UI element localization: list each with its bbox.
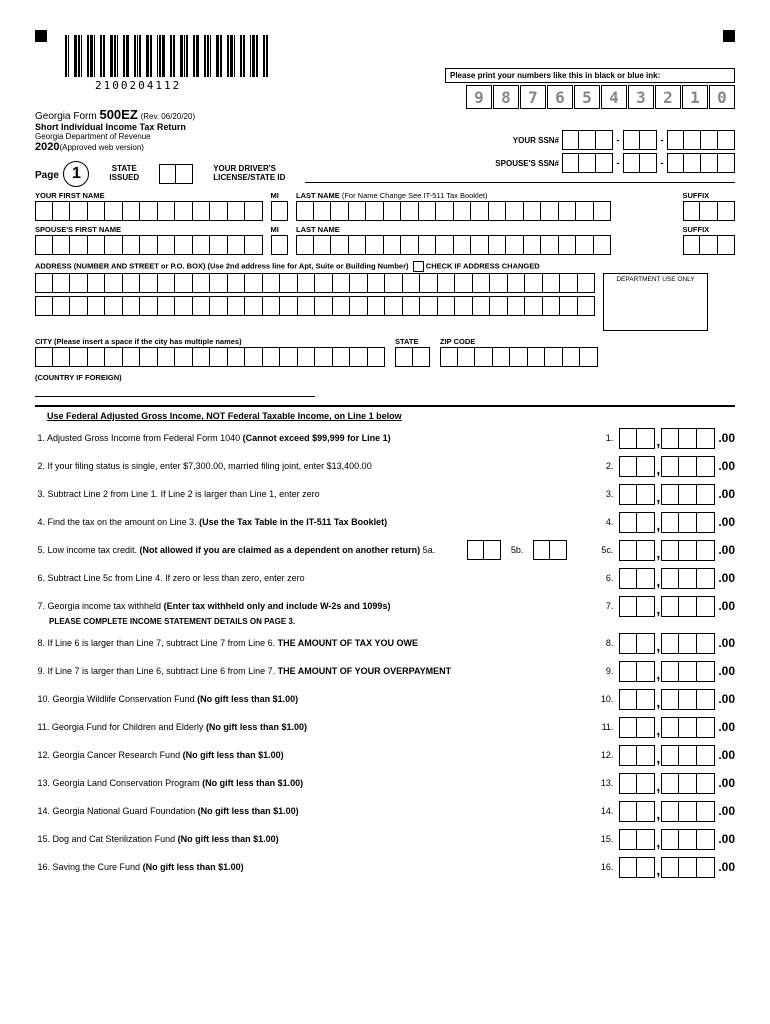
corner-marker [35, 30, 47, 42]
amount-field[interactable]: ,.00 [619, 857, 735, 878]
amount-field[interactable]: ,.00 [619, 829, 735, 850]
example-digits: 9876543210 [466, 85, 735, 109]
first-name-field[interactable] [35, 201, 263, 221]
barcode: 2100204112 [65, 35, 735, 92]
line-item: 15. Dog and Cat Sterilization Fund (No g… [35, 828, 735, 850]
line-items-section: 1. Adjusted Gross Income from Federal Fo… [35, 427, 735, 878]
your-ssn-label: YOUR SSN# [513, 136, 559, 145]
line-item: 7. Georgia income tax withheld (Enter ta… [35, 595, 735, 617]
amount-field[interactable]: ,.00 [619, 568, 735, 589]
line-item: 6. Subtract Line 5c from Line 4. If zero… [35, 567, 735, 589]
amount-field[interactable]: ,.00 [619, 540, 735, 561]
amount-field[interactable]: ,.00 [619, 633, 735, 654]
city-field[interactable] [35, 347, 385, 367]
line-item: 4. Find the tax on the amount on Line 3.… [35, 511, 735, 533]
tax-form-page: 2100204112 Please print your numbers lik… [0, 0, 770, 908]
country-row: (COUNTRY IF FOREIGN) [35, 373, 735, 397]
amount-field[interactable]: ,.00 [619, 689, 735, 710]
line-item: 14. Georgia National Guard Foundation (N… [35, 800, 735, 822]
zip-field[interactable] [440, 347, 598, 367]
last-name-field[interactable] [296, 201, 675, 221]
amount-field[interactable]: ,.00 [619, 456, 735, 477]
line-item: 3. Subtract Line 2 from Line 1. If Line … [35, 483, 735, 505]
line-item: 9. If Line 7 is larger than Line 6, subt… [35, 660, 735, 682]
line-item: 1. Adjusted Gross Income from Federal Fo… [35, 427, 735, 449]
your-name-row: YOUR FIRST NAME MI LAST NAME (For Name C… [35, 191, 735, 221]
state-issued-label: STATEISSUED [109, 165, 139, 183]
city-state-zip-row: CITY (Please insert a space if the city … [35, 337, 735, 367]
department-use-box: DEPARTMENT USE ONLY [603, 273, 708, 331]
line-item: 10. Georgia Wildlife Conservation Fund (… [35, 688, 735, 710]
amount-field[interactable]: ,.00 [619, 512, 735, 533]
line-item: 12. Georgia Cancer Research Fund (No gif… [35, 744, 735, 766]
line-item: 11. Georgia Fund for Children and Elderl… [35, 716, 735, 738]
country-field[interactable] [35, 383, 315, 397]
spouse-last-name-field[interactable] [296, 235, 675, 255]
line-item: 5. Low income tax credit. (Not allowed i… [35, 539, 735, 561]
ssn-section: YOUR SSN# - - SPOUSE'S SSN# - - [495, 130, 735, 176]
page-number: 1 [63, 161, 89, 187]
amount-field[interactable]: ,.00 [619, 596, 735, 617]
line-item: 2. If your filing status is single, ente… [35, 455, 735, 477]
spouse-name-row: SPOUSE'S FIRST NAME MI LAST NAME SUFFIX [35, 225, 735, 255]
address-line2-field[interactable] [35, 296, 595, 316]
line-item: 16. Saving the Cure Fund (No gift less t… [35, 856, 735, 878]
line-item: 13. Georgia Land Conservation Program (N… [35, 772, 735, 794]
amount-field[interactable]: ,.00 [619, 773, 735, 794]
address-section: ADDRESS (NUMBER AND STREET or P.O. BOX) … [35, 261, 735, 331]
spouse-ssn-label: SPOUSE'S SSN# [495, 159, 559, 168]
amount-field[interactable]: ,.00 [619, 801, 735, 822]
amount-field[interactable]: ,.00 [619, 717, 735, 738]
amount-field[interactable]: ,.00 [619, 661, 735, 682]
ssn-cell[interactable] [562, 130, 579, 150]
line-item: 8. If Line 6 is larger than Line 7, subt… [35, 632, 735, 654]
print-instruction: Please print your numbers like this in b… [445, 68, 735, 83]
address-changed-checkbox[interactable] [413, 261, 424, 272]
spouse-first-name-field[interactable] [35, 235, 263, 255]
corner-marker [723, 30, 735, 42]
amount-field[interactable]: ,.00 [619, 745, 735, 766]
amount-field[interactable]: ,.00 [619, 484, 735, 505]
income-section-header: Use Federal Adjusted Gross Income, NOT F… [47, 411, 735, 421]
address-line1-field[interactable] [35, 273, 595, 293]
driver-license-label: YOUR DRIVER'SLICENSE/STATE ID [213, 165, 285, 183]
amount-field[interactable]: ,.00 [619, 428, 735, 449]
